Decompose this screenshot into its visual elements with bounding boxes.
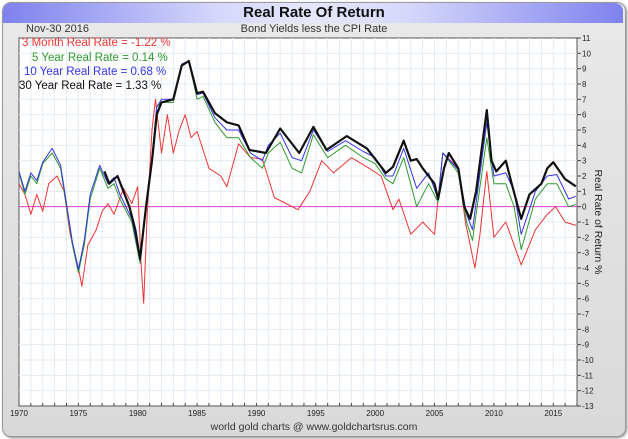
x-tick-label: 1980 [129, 409, 147, 418]
y-tick-label: 1 [582, 187, 587, 196]
y-tick-label: -5 [582, 279, 590, 288]
x-tick-label: 1985 [188, 409, 206, 418]
legend-30-year: 30 Year Real Rate = 1.33 % [19, 80, 162, 92]
x-tick-label: 2015 [544, 409, 562, 418]
y-tick-label: 6 [582, 111, 587, 120]
x-tick-label: 1970 [10, 409, 28, 418]
y-tick-label: 9 [582, 65, 587, 74]
y-tick-label: 11 [582, 34, 591, 43]
y-tick-label: -6 [582, 295, 590, 304]
y-tick-label: 2 [582, 172, 587, 181]
y-axis-label: Real Rate of Return % [592, 169, 604, 275]
x-tick-label: 2000 [366, 409, 384, 418]
legend-10-year: 10 Year Real Rate = 0.68 % [24, 66, 167, 78]
y-tick-label: -1 [582, 218, 590, 227]
y-tick-label: 10 [582, 49, 591, 58]
series-line-30-year-real-rate [103, 59, 577, 260]
y-tick-label: 8 [582, 80, 587, 89]
y-tick-label: 0 [582, 203, 587, 212]
legend-3-month: 3 Month Real Rate = -1.22 % [22, 37, 171, 49]
y-tick-label: 4 [582, 141, 587, 150]
x-tick-label: 1990 [248, 409, 266, 418]
x-tick-label: 1995 [307, 409, 325, 418]
series-line-5-year-real-rate [18, 60, 576, 274]
footer-credit: world gold charts @ www.goldchartsrus.co… [210, 421, 418, 433]
legend-5-year: 5 Year Real Rate = 0.14 % [32, 52, 168, 64]
y-tick-label: -11 [582, 371, 594, 380]
x-tick-label: 1975 [69, 409, 87, 418]
y-tick-label: -10 [582, 356, 594, 365]
series-line-3-month-real-rate [18, 98, 576, 304]
y-tick-label: -13 [582, 402, 594, 411]
x-tick-label: 2005 [426, 409, 444, 418]
y-tick-label: 5 [582, 126, 587, 135]
y-tick-label: -12 [582, 387, 594, 396]
y-tick-label: -3 [582, 249, 590, 258]
y-tick-label: -9 [582, 341, 590, 350]
title-bar [3, 3, 623, 23]
y-tick-label: -7 [582, 310, 590, 319]
chart-title: Real Rate Of Return [243, 4, 385, 21]
y-tick-label: 3 [582, 157, 587, 166]
x-tick-label: 2010 [485, 409, 503, 418]
series-line-10-year-real-rate [18, 60, 576, 270]
y-tick-label: -2 [582, 233, 590, 242]
y-tick-label: -4 [582, 264, 590, 273]
y-tick-label: 7 [582, 95, 587, 104]
y-tick-label: -8 [582, 325, 590, 334]
chart-date: Nov-30 2016 [26, 23, 89, 35]
chart-subtitle: Bond Yields less the CPI Rate [240, 23, 388, 35]
